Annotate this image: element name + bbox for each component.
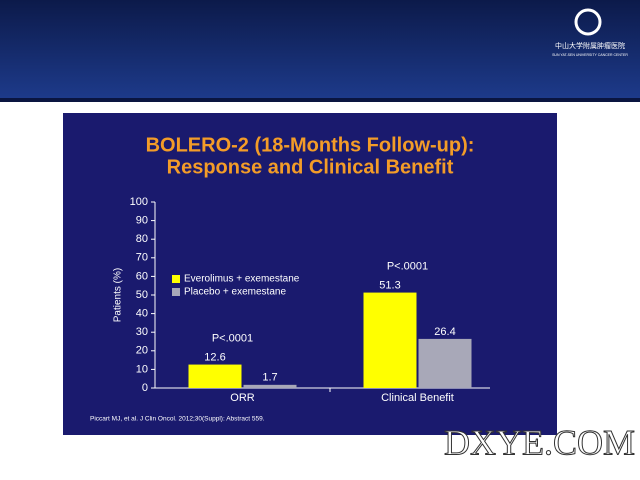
bar	[243, 384, 297, 388]
value-label: 12.6	[204, 351, 225, 363]
y-tick-label: 50	[136, 289, 148, 301]
legend-swatch	[172, 275, 180, 283]
chart-title: BOLERO-2 (18-Months Follow-up):	[146, 134, 475, 156]
value-label: 1.7	[262, 372, 277, 384]
legend-label: Everolimus + exemestane	[184, 274, 300, 285]
header-banner	[0, 0, 640, 98]
x-tick-label: ORR	[230, 392, 255, 404]
annotation: P<.0001	[387, 260, 428, 272]
logo-en: SUN YAT-SEN UNIVERSITY CANCER CENTER	[552, 53, 628, 57]
y-tick-label: 90	[136, 215, 148, 227]
y-tick-label: 10	[136, 363, 148, 375]
y-tick-label: 70	[136, 252, 148, 264]
bar	[188, 364, 242, 388]
y-tick-label: 60	[136, 270, 148, 282]
y-tick-label: 20	[136, 345, 148, 357]
y-tick-label: 100	[130, 196, 148, 208]
y-axis-label: Patients (%)	[113, 268, 124, 322]
header-rule	[0, 98, 640, 102]
y-tick-label: 0	[142, 382, 148, 394]
annotation: P<.0001	[212, 332, 253, 344]
y-tick-label: 40	[136, 308, 148, 320]
legend-label: Placebo + exemestane	[184, 287, 286, 298]
watermark: DXYE.COM	[444, 422, 635, 462]
logo-icon	[574, 8, 602, 36]
legend-swatch	[172, 288, 180, 296]
logo-cn: 中山大学附属肿瘤医院	[555, 41, 625, 50]
bar	[363, 292, 417, 388]
bar	[418, 338, 472, 388]
value-label: 51.3	[379, 279, 400, 291]
chart-title: Response and Clinical Benefit	[167, 156, 454, 178]
value-label: 26.4	[434, 326, 455, 338]
y-tick-label: 80	[136, 233, 148, 245]
x-tick-label: Clinical Benefit	[381, 392, 454, 404]
chart-panel	[63, 113, 557, 435]
y-tick-label: 30	[136, 326, 148, 338]
source-note: Piccart MJ, et al. J Clin Oncol. 2012;30…	[90, 416, 265, 423]
